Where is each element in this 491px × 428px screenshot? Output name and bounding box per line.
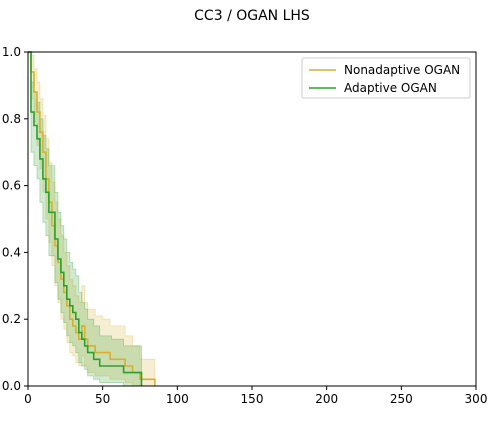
x-tick-label: 0 xyxy=(24,392,32,406)
x-tick-label: 200 xyxy=(315,392,338,406)
y-tick-label: 0.0 xyxy=(2,379,21,393)
legend: Nonadaptive OGAN Adaptive OGAN xyxy=(301,57,471,99)
legend-label-nonadaptive: Nonadaptive OGAN xyxy=(344,63,460,77)
series-lines xyxy=(28,51,156,386)
ci-band-nonadaptive-ogan xyxy=(28,51,156,387)
x-axis: 0 50 100 150 200 250 300 xyxy=(24,386,487,406)
x-tick-label: 300 xyxy=(465,392,488,406)
x-tick-label: 50 xyxy=(95,392,110,406)
chart-title: CC3 / OGAN LHS xyxy=(194,8,310,24)
series-line-adaptive-ogan xyxy=(28,51,143,386)
legend-label-adaptive: Adaptive OGAN xyxy=(344,81,437,95)
y-tick-label: 0.4 xyxy=(2,245,21,259)
x-tick-label: 150 xyxy=(241,392,264,406)
ci-band-adaptive-ogan xyxy=(28,51,142,387)
y-tick-label: 1.0 xyxy=(2,45,21,59)
legend-box xyxy=(301,57,471,99)
y-tick-label: 0.6 xyxy=(2,179,21,193)
confidence-bands xyxy=(28,51,156,387)
x-tick-label: 250 xyxy=(390,392,413,406)
y-tick-label: 0.8 xyxy=(2,112,21,126)
y-axis: 0.0 0.2 0.4 0.6 0.8 1.0 xyxy=(2,45,28,393)
x-tick-label: 100 xyxy=(166,392,189,406)
y-tick-label: 0.2 xyxy=(2,312,21,326)
series-line-nonadaptive-ogan xyxy=(28,51,156,386)
